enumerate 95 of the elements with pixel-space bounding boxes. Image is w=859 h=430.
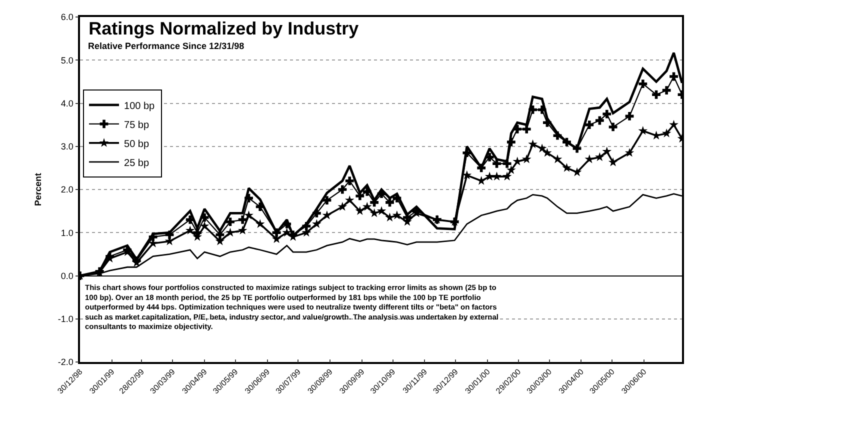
point [355, 206, 365, 216]
point [338, 202, 348, 211]
point [477, 164, 486, 172]
point [376, 206, 386, 216]
point [528, 139, 538, 148]
point [513, 124, 522, 134]
point [572, 144, 582, 153]
point [216, 230, 224, 239]
point [392, 210, 402, 220]
point [322, 210, 332, 220]
point [585, 120, 594, 130]
point [528, 106, 537, 114]
point [386, 198, 394, 207]
point [200, 213, 209, 222]
point [572, 167, 582, 176]
point [542, 118, 552, 127]
y-tick-label: 1.0 [60, 228, 74, 238]
point [226, 228, 235, 237]
point [345, 176, 354, 186]
point [595, 116, 604, 125]
point [302, 222, 311, 230]
chart-title: Ratings Normalized by Industry [88, 18, 359, 38]
point [356, 192, 364, 200]
legend-label: 50 bp [124, 138, 150, 150]
y-tick-label: 0.0 [60, 270, 74, 281]
point [562, 138, 571, 146]
point [312, 209, 321, 218]
point [625, 112, 634, 120]
point [362, 202, 372, 211]
text: Relative Performance Since 12/31/98 [88, 41, 244, 51]
point [476, 176, 486, 185]
y-axis-title: Percent [32, 172, 43, 206]
point [226, 218, 234, 226]
point [608, 157, 618, 166]
point [522, 124, 531, 134]
point [462, 170, 472, 180]
point [652, 90, 660, 99]
point [462, 148, 472, 158]
point [148, 232, 158, 242]
point [602, 146, 612, 156]
point [553, 131, 562, 140]
legend-label: 100 bp [124, 100, 156, 112]
point [662, 86, 671, 95]
y-tick-label: -1.0 [58, 314, 74, 324]
y-tick-label: -2.0 [58, 357, 74, 368]
point [502, 159, 512, 168]
point [244, 210, 254, 220]
legend-label: 25 bp [124, 158, 150, 169]
point [255, 219, 265, 228]
point [485, 152, 494, 162]
point [522, 154, 532, 164]
point [256, 202, 264, 211]
point [338, 185, 347, 194]
point [538, 106, 546, 114]
point [537, 144, 547, 152]
point [584, 154, 594, 164]
y-tick-label: 4.0 [60, 98, 74, 108]
point [186, 215, 194, 224]
point [492, 159, 501, 168]
legend-label: 75 bp [124, 120, 150, 131]
point [662, 128, 672, 138]
point [595, 152, 604, 162]
point [638, 80, 648, 88]
y-tick-label: 6.0 [60, 12, 74, 22]
point [392, 194, 402, 202]
point [282, 228, 292, 237]
point [506, 138, 516, 146]
point [200, 221, 210, 230]
point [165, 230, 174, 239]
point [506, 165, 516, 174]
point [562, 163, 572, 172]
point [244, 194, 253, 202]
point [670, 72, 678, 81]
point [624, 148, 634, 157]
y-tick-label: 2.0 [60, 184, 74, 195]
point [282, 220, 292, 228]
point [322, 196, 332, 204]
point [669, 120, 678, 129]
point [638, 126, 648, 135]
point [608, 122, 618, 132]
point [185, 226, 195, 234]
point [362, 187, 372, 196]
point [484, 172, 494, 181]
point [492, 172, 502, 181]
y-tick-label: 5.0 [60, 55, 74, 66]
point [542, 148, 552, 157]
point [602, 110, 612, 118]
y-tick-label: 3.0 [60, 142, 74, 152]
point [238, 226, 248, 234]
point [552, 154, 562, 164]
point [344, 195, 354, 204]
point [272, 228, 281, 237]
point [238, 215, 247, 224]
point [502, 172, 512, 181]
point [312, 219, 322, 228]
